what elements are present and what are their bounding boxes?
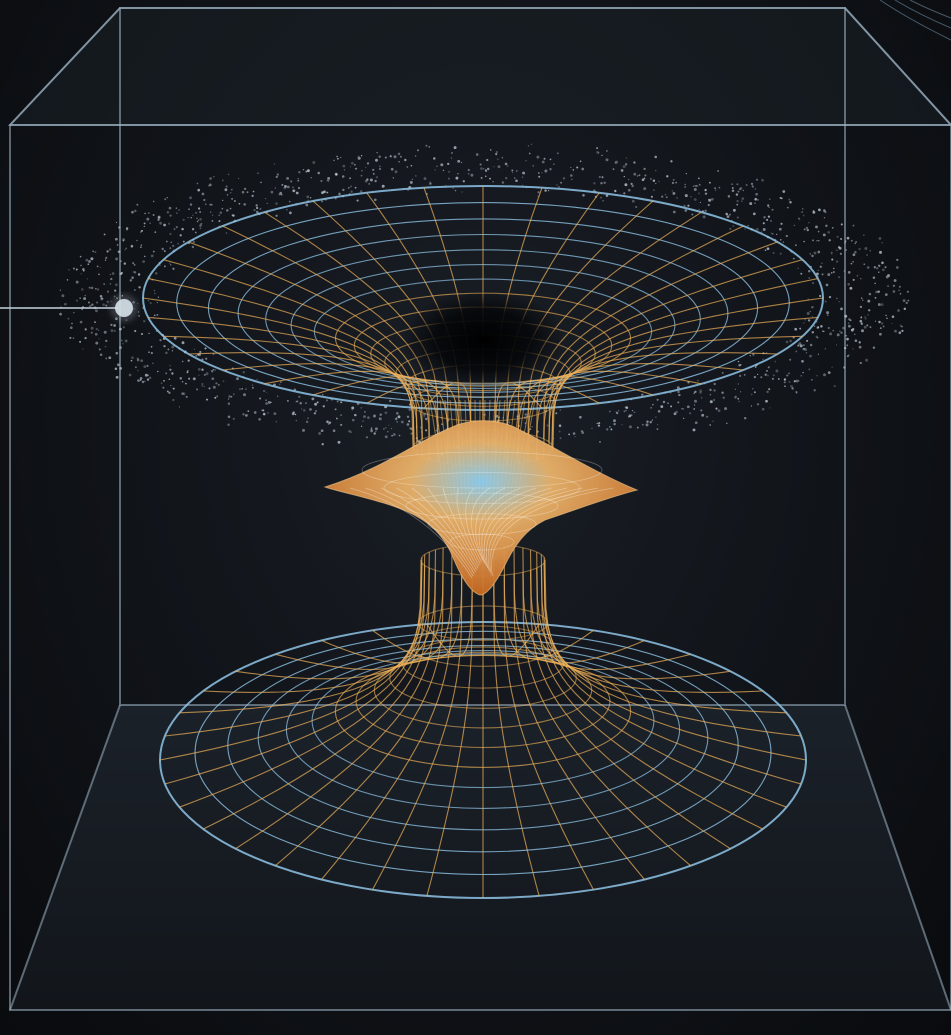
annotation-pointer xyxy=(0,294,138,322)
warped-membrane xyxy=(323,420,639,596)
cube-floor xyxy=(10,705,951,1010)
cube-top-face xyxy=(7,7,951,126)
corner-swirl xyxy=(879,0,951,41)
cube-front-face xyxy=(9,124,951,1011)
particle-halo xyxy=(59,143,910,456)
lower-funnel-grid xyxy=(159,543,807,899)
